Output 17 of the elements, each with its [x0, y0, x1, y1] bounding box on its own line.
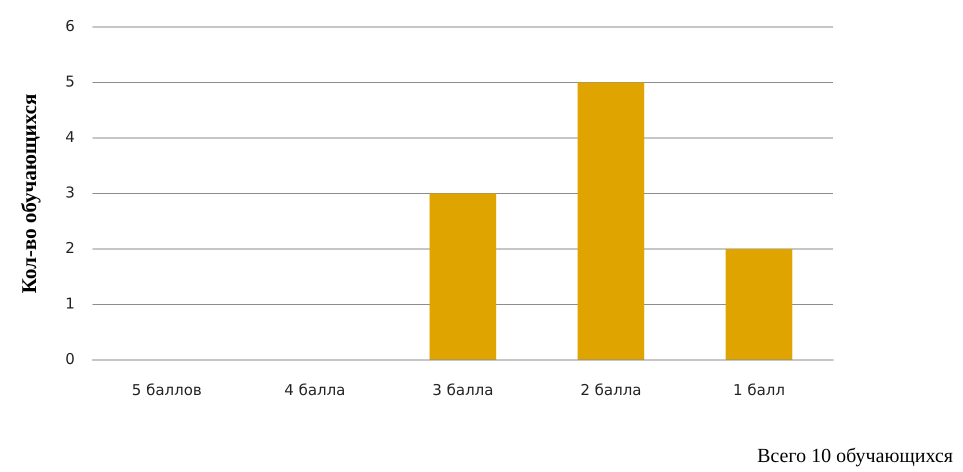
- y-tick-label: 5: [65, 72, 75, 90]
- x-tick-label: 5 баллов: [132, 380, 202, 399]
- y-tick-label: 0: [65, 350, 75, 368]
- x-tick-label: 3 балла: [432, 380, 494, 399]
- y-tick-label: 3: [65, 183, 75, 202]
- bar: [430, 194, 496, 360]
- bar: [726, 249, 792, 360]
- y-tick-label: 4: [65, 128, 75, 146]
- y-tick-label: 1: [65, 294, 75, 312]
- x-tick-label: 2 балла: [580, 380, 642, 399]
- x-tick-label: 1 балл: [733, 380, 785, 399]
- x-tick-label: 4 балла: [284, 380, 346, 399]
- y-tick-label: 6: [65, 16, 75, 35]
- text: Всего 10 обучающихся: [757, 445, 953, 468]
- y-axis-title: Кол-во обучающихся: [17, 94, 42, 294]
- y-tick-label: 2: [65, 238, 75, 257]
- bar: [578, 82, 644, 360]
